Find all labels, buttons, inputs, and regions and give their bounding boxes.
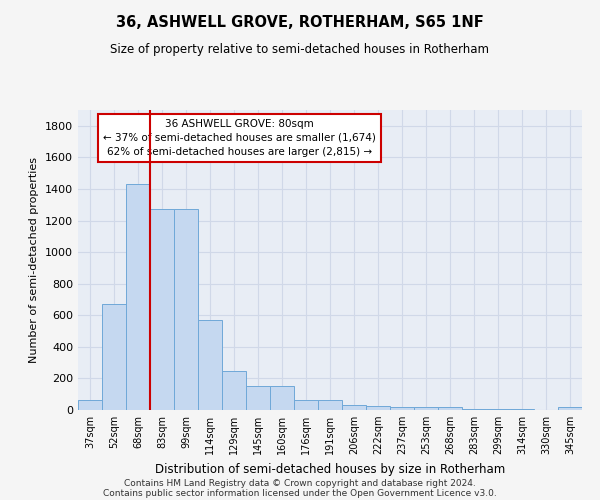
Bar: [270, 386, 294, 410]
Bar: [150, 210, 174, 410]
Text: 36 ASHWELL GROVE: 80sqm
← 37% of semi-detached houses are smaller (1,674)
62% of: 36 ASHWELL GROVE: 80sqm ← 37% of semi-de…: [103, 119, 376, 157]
Text: Contains HM Land Registry data © Crown copyright and database right 2024.: Contains HM Land Registry data © Crown c…: [124, 478, 476, 488]
Bar: [390, 407, 414, 410]
Bar: [414, 407, 438, 410]
Bar: [174, 210, 198, 410]
Bar: [342, 406, 366, 410]
Bar: [126, 184, 150, 410]
Text: 36, ASHWELL GROVE, ROTHERHAM, S65 1NF: 36, ASHWELL GROVE, ROTHERHAM, S65 1NF: [116, 15, 484, 30]
Bar: [318, 400, 342, 410]
Bar: [462, 409, 486, 410]
Bar: [246, 386, 270, 410]
Bar: [510, 409, 534, 410]
Text: Contains public sector information licensed under the Open Government Licence v3: Contains public sector information licen…: [103, 488, 497, 498]
Bar: [366, 406, 390, 410]
Bar: [102, 304, 126, 410]
Bar: [438, 407, 462, 410]
Bar: [486, 409, 510, 410]
Y-axis label: Number of semi-detached properties: Number of semi-detached properties: [29, 157, 40, 363]
Text: Size of property relative to semi-detached houses in Rotherham: Size of property relative to semi-detach…: [110, 42, 490, 56]
Bar: [558, 407, 582, 410]
Bar: [294, 400, 318, 410]
Text: Distribution of semi-detached houses by size in Rotherham: Distribution of semi-detached houses by …: [155, 464, 505, 476]
Bar: [198, 320, 222, 410]
Bar: [222, 371, 246, 410]
Bar: [78, 400, 102, 410]
